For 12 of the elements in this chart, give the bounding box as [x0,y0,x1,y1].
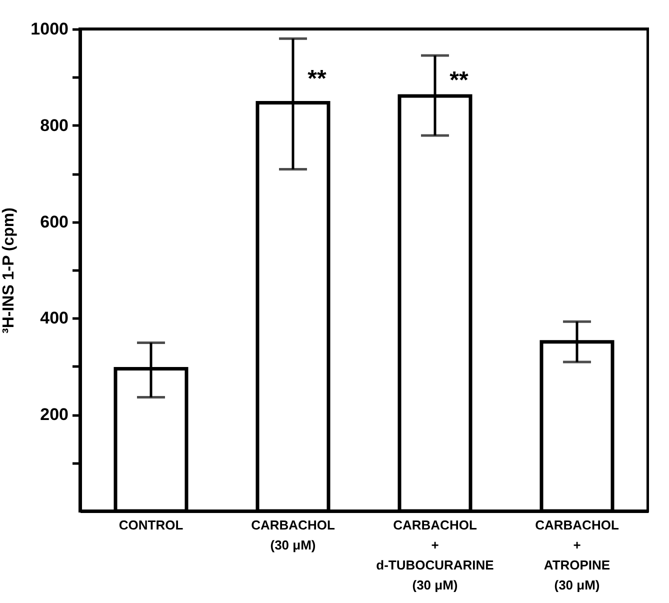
x-tick-label: CARBACHOL (30 μM) [251,518,335,552]
y-axis-title: ³H-INS 1-P (cpm) [0,208,18,334]
y-tick-label: 1000 [30,20,68,38]
annotation: ** [450,66,469,94]
x-tick-label: CARBACHOL + d-TUBOCURARINE (30 μM) [376,518,494,592]
y-tick-label: 400 [40,308,68,328]
x-tick-label: CARBACHOL + ATROPINE (30 μM) [535,518,619,592]
x-tick-label: CONTROL [118,518,184,532]
y-tick-label: 800 [40,116,68,135]
y-tick-label: 600 [40,212,68,232]
annotation: ** [308,65,327,92]
y-tick-label: 200 [40,405,68,424]
